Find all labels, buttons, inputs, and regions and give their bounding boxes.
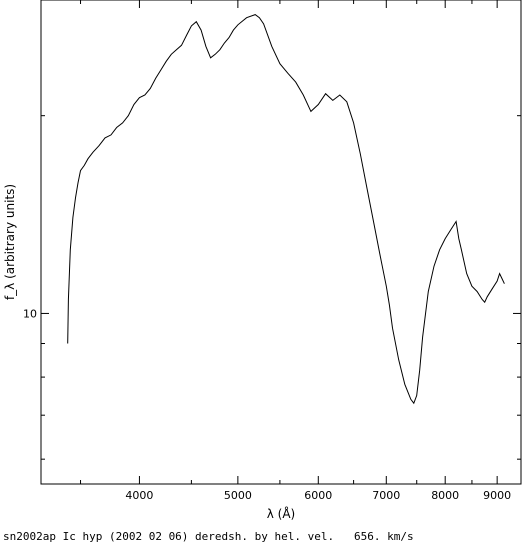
y-axis-ticks: 10 bbox=[23, 0, 521, 460]
y-tick-label: 10 bbox=[23, 307, 37, 320]
x-axis-ticks: 4000 5000 6000 7000 8000 9000 bbox=[80, 0, 522, 502]
x-tick-label: 7000 bbox=[372, 489, 400, 502]
x-tick-label: 8000 bbox=[431, 489, 459, 502]
x-tick-label: 4000 bbox=[125, 489, 153, 502]
x-tick-label: 6000 bbox=[304, 489, 332, 502]
spectrum-line bbox=[67, 14, 505, 405]
x-axis-label: λ (Å) bbox=[267, 506, 296, 521]
x-tick-label: 9000 bbox=[483, 489, 511, 502]
chart-caption: sn2002ap Ic hyp (2002 02 06) deredsh. by… bbox=[3, 530, 414, 543]
x-tick-label: 5000 bbox=[224, 489, 252, 502]
y-axis-label: f_λ (arbitrary units) bbox=[3, 184, 17, 300]
plot-frame bbox=[40, 0, 522, 485]
